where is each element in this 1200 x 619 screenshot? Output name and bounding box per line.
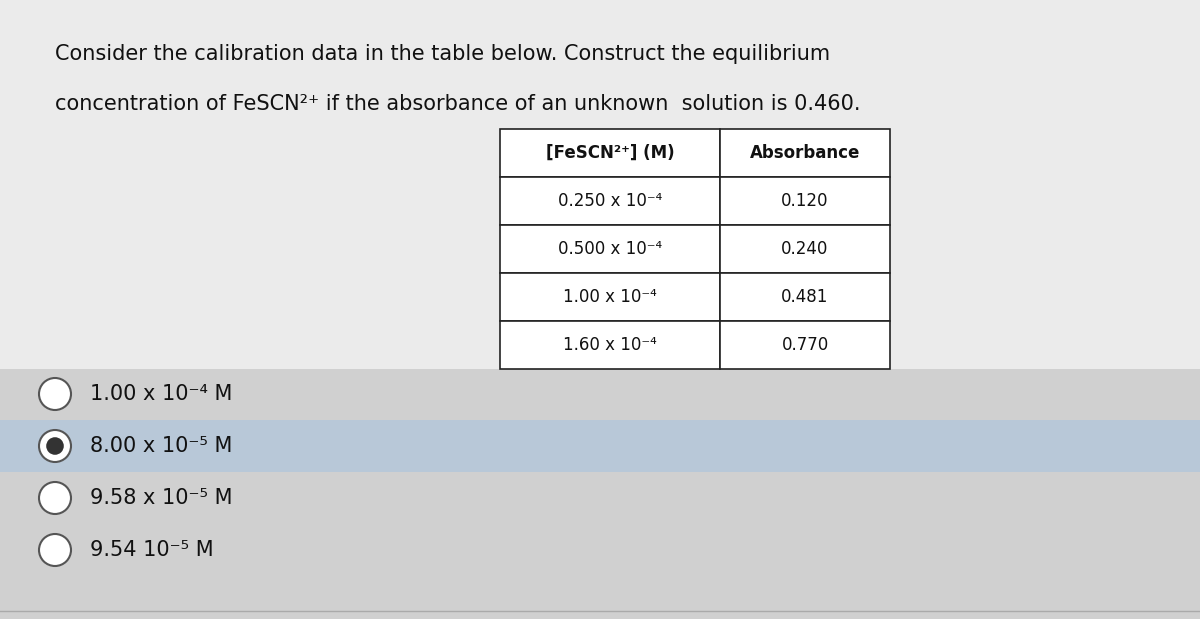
Text: 1.00 x 10⁻⁴: 1.00 x 10⁻⁴ xyxy=(563,288,656,306)
Circle shape xyxy=(40,430,71,462)
Text: 0.120: 0.120 xyxy=(781,192,829,210)
Text: Absorbance: Absorbance xyxy=(750,144,860,162)
Bar xyxy=(720,273,890,321)
FancyBboxPatch shape xyxy=(0,0,1200,339)
Circle shape xyxy=(40,482,71,514)
Text: Consider the calibration data in the table below. Construct the equilibrium: Consider the calibration data in the tab… xyxy=(55,44,830,64)
Text: 9.58 x 10⁻⁵ M: 9.58 x 10⁻⁵ M xyxy=(90,488,233,508)
Bar xyxy=(720,225,890,273)
Text: 1.00 x 10⁻⁴ M: 1.00 x 10⁻⁴ M xyxy=(90,384,233,404)
FancyBboxPatch shape xyxy=(0,339,1200,619)
Text: 9.54 10⁻⁵ M: 9.54 10⁻⁵ M xyxy=(90,540,214,560)
Circle shape xyxy=(47,437,64,455)
Bar xyxy=(500,321,720,369)
Circle shape xyxy=(40,378,71,410)
Text: 8.00 x 10⁻⁵ M: 8.00 x 10⁻⁵ M xyxy=(90,436,233,456)
Text: 0.240: 0.240 xyxy=(781,240,829,258)
Bar xyxy=(720,321,890,369)
Text: 0.481: 0.481 xyxy=(781,288,829,306)
Text: 0.250 x 10⁻⁴: 0.250 x 10⁻⁴ xyxy=(558,192,662,210)
Bar xyxy=(500,273,720,321)
Text: 0.500 x 10⁻⁴: 0.500 x 10⁻⁴ xyxy=(558,240,662,258)
Bar xyxy=(0,420,1200,472)
Bar xyxy=(720,129,890,177)
Bar xyxy=(720,177,890,225)
Bar xyxy=(0,369,1200,619)
Circle shape xyxy=(40,534,71,566)
Bar xyxy=(500,177,720,225)
Text: concentration of FeSCN²⁺ if the absorbance of an unknown  solution is 0.460.: concentration of FeSCN²⁺ if the absorban… xyxy=(55,94,860,114)
Bar xyxy=(500,129,720,177)
Text: 1.60 x 10⁻⁴: 1.60 x 10⁻⁴ xyxy=(563,336,656,354)
Bar xyxy=(500,225,720,273)
Text: [FeSCN²⁺] (M): [FeSCN²⁺] (M) xyxy=(546,144,674,162)
Bar xyxy=(0,0,1200,369)
Text: 0.770: 0.770 xyxy=(781,336,829,354)
